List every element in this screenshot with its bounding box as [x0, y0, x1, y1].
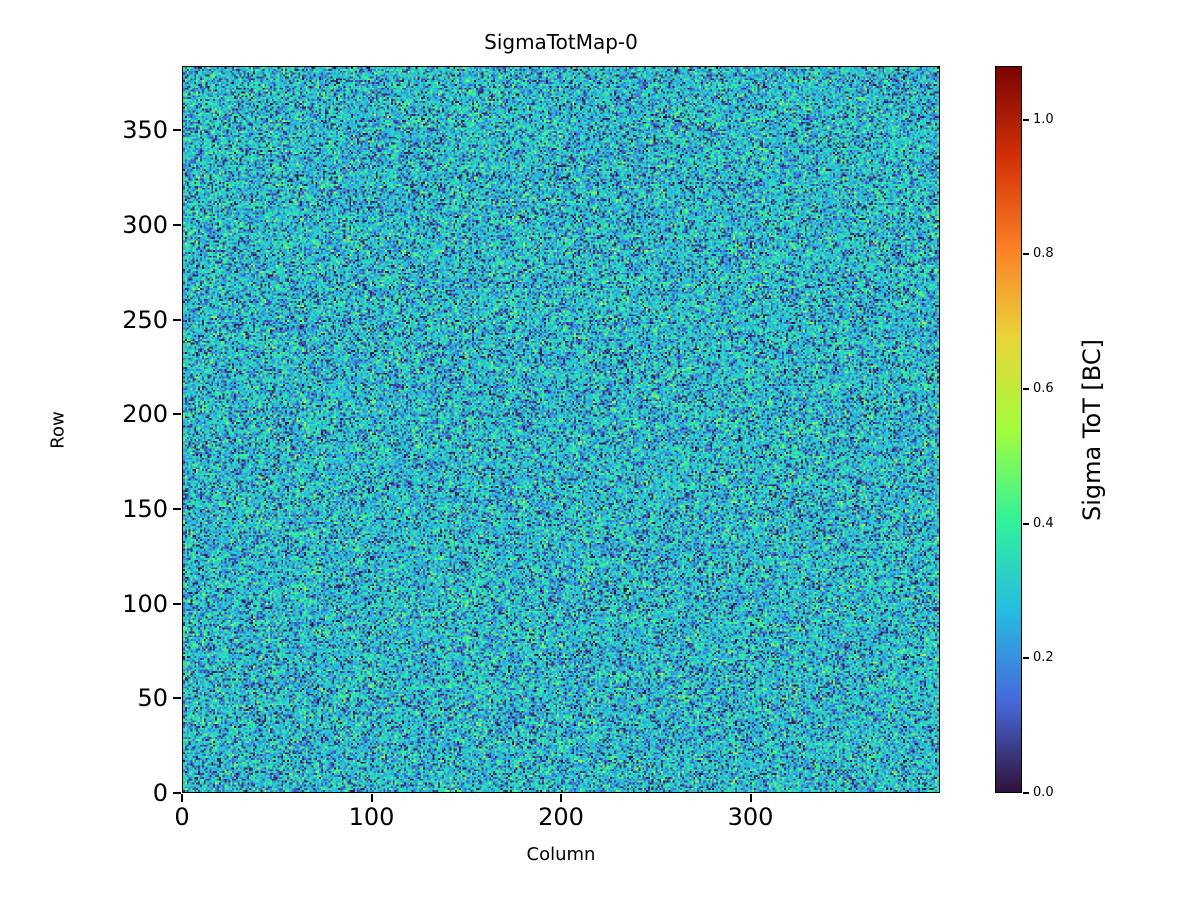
colorbar-tick-label: 0.4 — [1033, 515, 1054, 531]
colorbar-tick-label: 0.8 — [1033, 246, 1054, 262]
colorbar-tick-label: 0.2 — [1033, 650, 1054, 666]
x-tick-mark — [181, 794, 183, 802]
y-tick-label: 0 — [152, 779, 168, 807]
y-tick-label: 100 — [122, 589, 168, 618]
x-tick-label: 200 — [538, 803, 584, 831]
y-tick-label: 350 — [122, 116, 168, 145]
colorbar-tick-label: 1.0 — [1033, 111, 1054, 127]
y-tick-mark — [173, 508, 181, 511]
colorbar-label: Sigma ToT [BC] — [1078, 339, 1106, 521]
y-tick-label: 300 — [122, 211, 168, 240]
y-tick-mark — [173, 224, 181, 227]
y-tick-mark — [173, 318, 181, 321]
y-tick-label: 150 — [122, 495, 168, 524]
x-tick-label: 300 — [727, 803, 774, 831]
colorbar-tick-label: 0.0 — [1033, 785, 1054, 800]
x-tick-mark — [370, 794, 373, 802]
heatmap-plot-area — [182, 66, 940, 793]
y-tick-label: 250 — [122, 305, 168, 334]
y-tick-mark — [173, 602, 181, 605]
x-tick-mark — [749, 794, 752, 802]
colorbar — [995, 66, 1022, 793]
y-tick-mark — [173, 129, 181, 132]
colorbar-tick-mark — [1023, 657, 1029, 660]
y-tick-mark — [173, 697, 181, 700]
colorbar-tick-mark — [1023, 253, 1029, 256]
x-tick-label: 0 — [174, 803, 190, 831]
y-axis-label: Row — [47, 411, 69, 449]
y-tick-mark — [173, 792, 181, 794]
colorbar-tick-label: 0.6 — [1033, 381, 1054, 397]
colorbar-tick-mark — [1023, 388, 1029, 391]
y-tick-label: 200 — [122, 400, 168, 429]
x-tick-mark — [560, 794, 562, 802]
colorbar-tick-mark — [1023, 792, 1029, 794]
y-tick-mark — [173, 413, 181, 416]
heatmap-canvas — [183, 67, 939, 792]
x-axis-label: Column — [526, 844, 596, 865]
colorbar-tick-mark — [1023, 118, 1029, 121]
chart-title: SigmaTotMap-0 — [484, 30, 638, 54]
y-tick-label: 50 — [137, 684, 168, 713]
x-tick-label: 100 — [348, 803, 395, 831]
colorbar-tick-mark — [1023, 522, 1029, 525]
